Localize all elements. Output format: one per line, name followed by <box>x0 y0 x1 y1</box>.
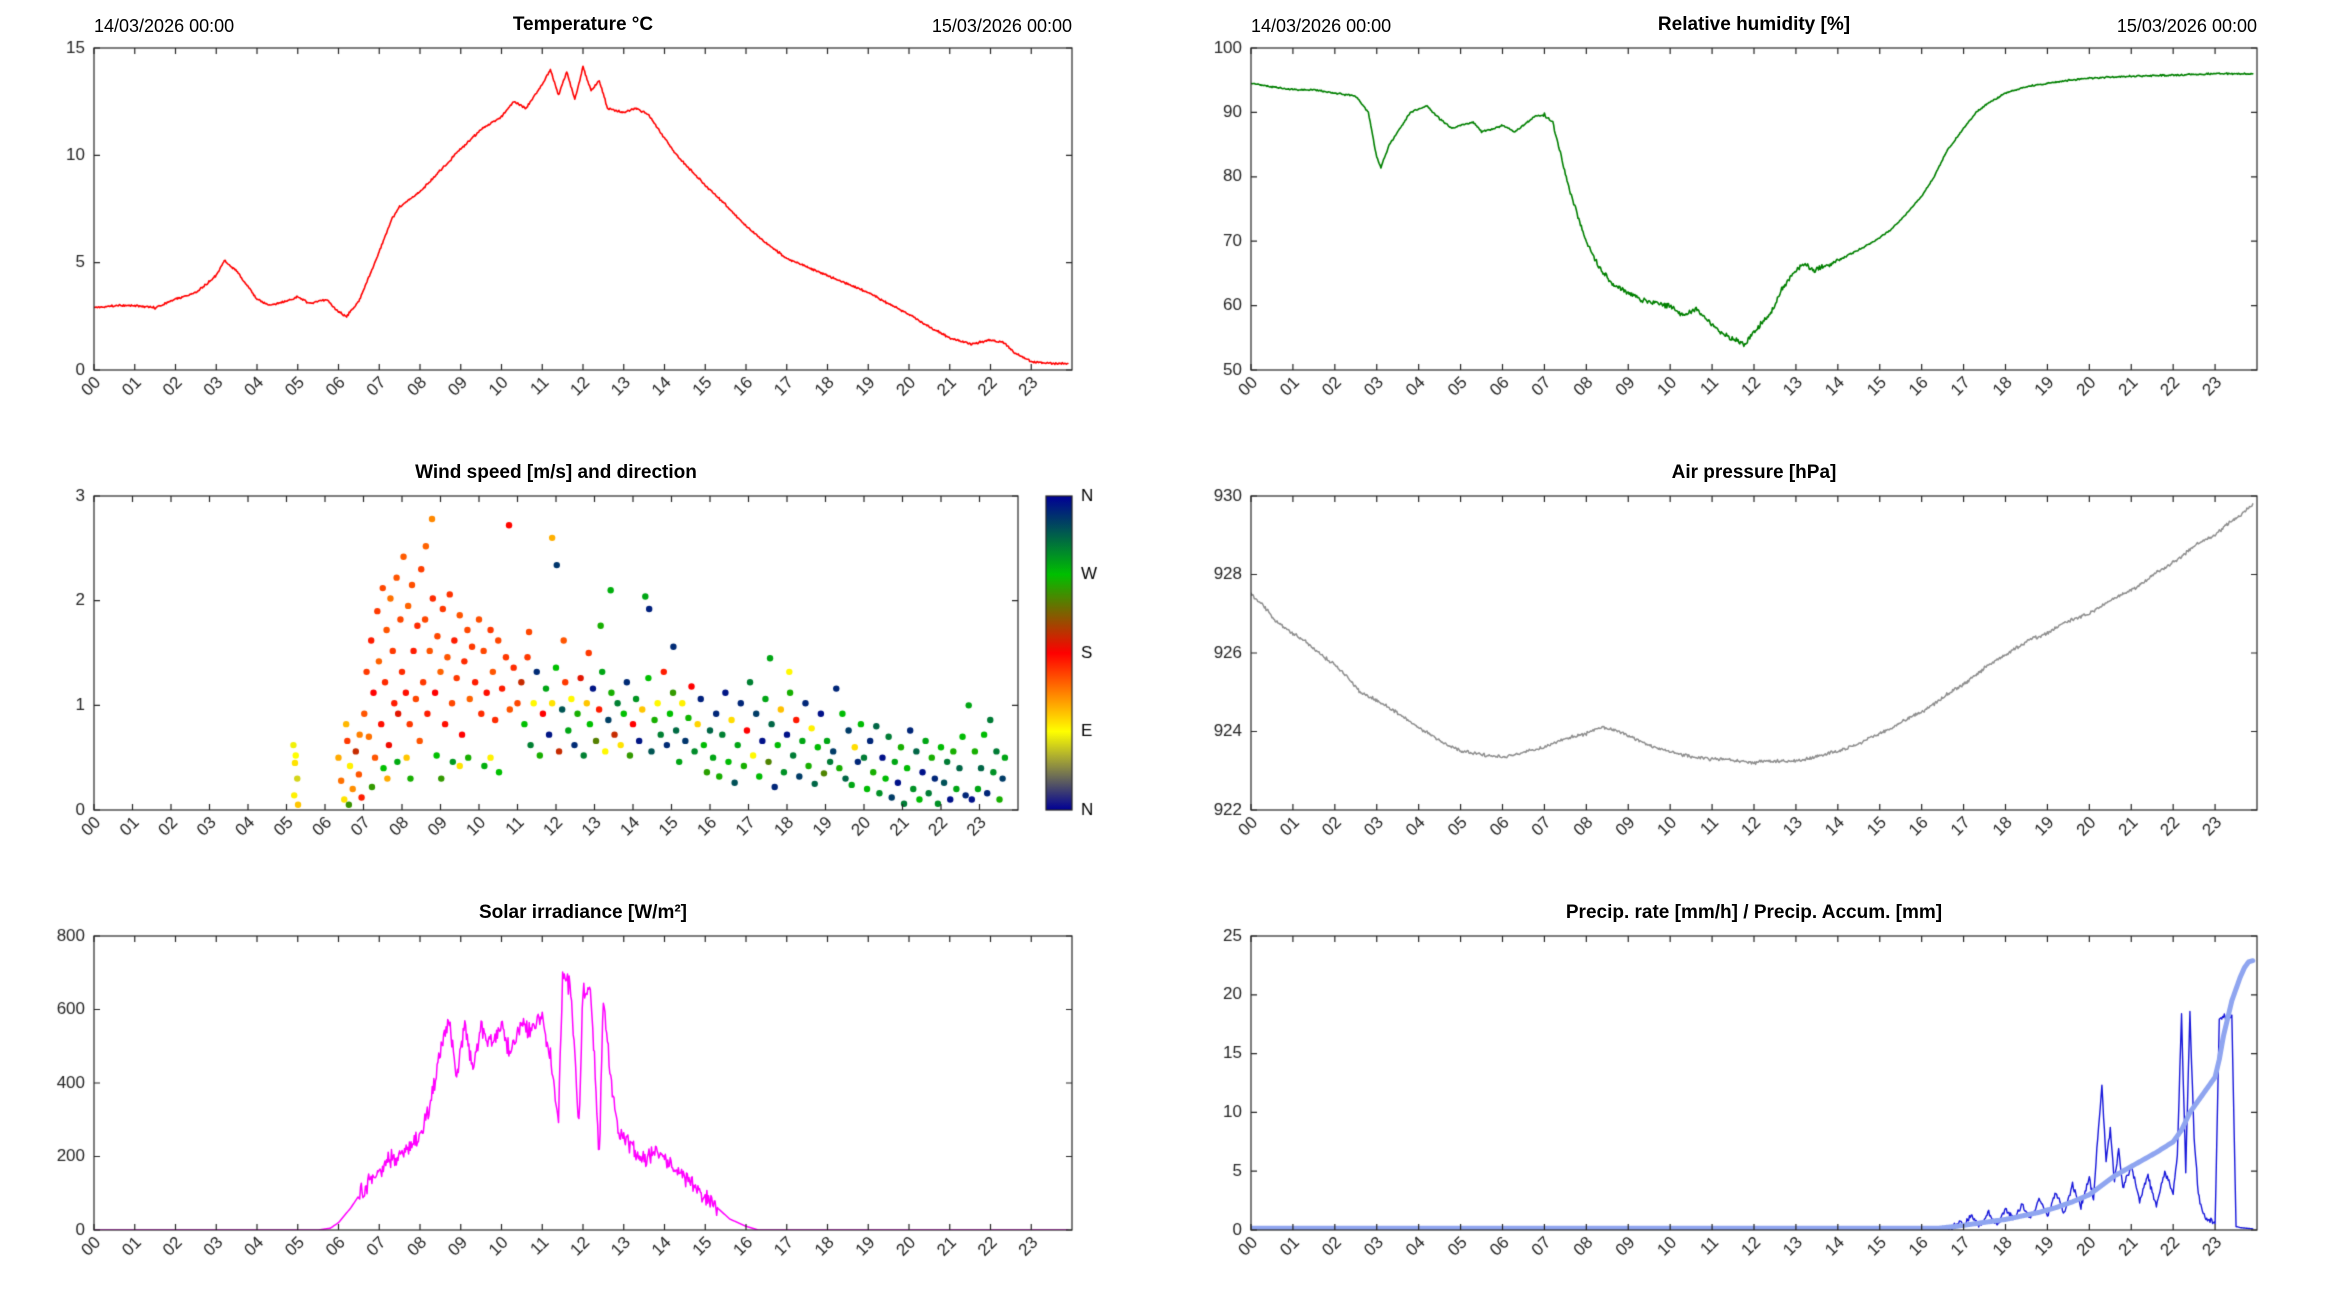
end-date-label: 15/03/2026 00:00 <box>931 16 1072 36</box>
humidity-chart-title: Relative humidity [%] <box>1657 14 1851 35</box>
temperature-chart-title: Temperature °C <box>512 14 654 35</box>
solar-chart-title: Solar irradiance [W/m²] <box>479 902 687 923</box>
wind-chart-title: Wind speed [m/s] and direction <box>415 462 697 483</box>
wind-chart-canvas <box>8 452 1148 890</box>
precip-panel: Precip. rate [mm/h] / Precip. Accum. [mm… <box>1165 892 2333 1310</box>
solar-chart-canvas <box>8 892 1148 1310</box>
start-date-label: 14/03/2026 00:00 <box>94 16 235 36</box>
solar-panel: Solar irradiance [W/m²] <box>8 892 1148 1310</box>
end-date-label: 15/03/2026 00:00 <box>2116 16 2257 36</box>
humidity-panel: 14/03/2026 00:00 Relative humidity [%] 1… <box>1165 4 2333 450</box>
pressure-chart-title: Air pressure [hPa] <box>1671 462 1837 483</box>
wind-panel: Wind speed [m/s] and direction <box>8 452 1148 890</box>
precip-chart-title: Precip. rate [mm/h] / Precip. Accum. [mm… <box>1565 902 1943 923</box>
pressure-panel: Air pressure [hPa] <box>1165 452 2333 890</box>
humidity-chart-canvas <box>1165 4 2333 450</box>
temperature-chart-canvas <box>8 4 1148 450</box>
pressure-chart-canvas <box>1165 452 2333 890</box>
temperature-panel: 14/03/2026 00:00 Temperature °C 15/03/20… <box>8 4 1148 450</box>
start-date-label: 14/03/2026 00:00 <box>1251 16 1392 36</box>
precip-chart-canvas <box>1165 892 2333 1310</box>
